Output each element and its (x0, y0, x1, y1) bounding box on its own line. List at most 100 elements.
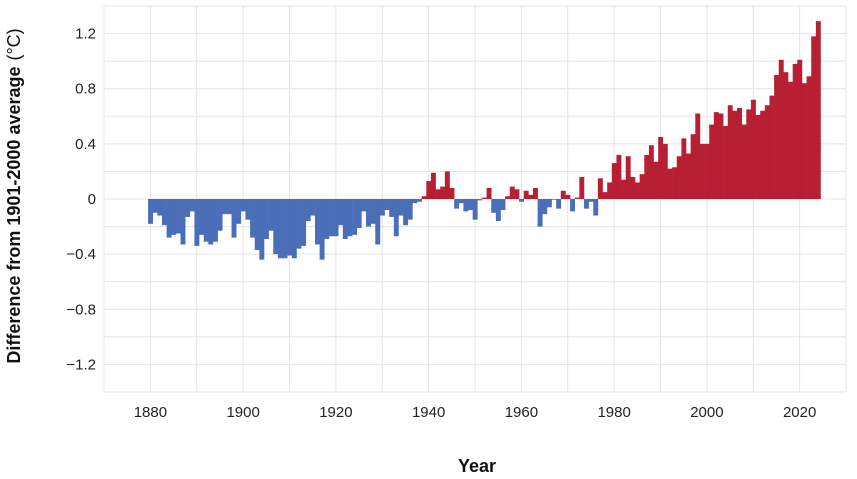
bar-1904 (259, 199, 265, 260)
bar-1999 (699, 143, 705, 199)
bar-1939 (421, 196, 427, 199)
bar-1948 (463, 199, 469, 212)
bar-1990 (658, 136, 664, 199)
bar-1970 (565, 194, 571, 199)
bar-2004 (723, 125, 729, 199)
bar-1981 (616, 154, 622, 199)
bar-2018 (788, 81, 793, 199)
bar-1918 (324, 199, 330, 239)
y-axis-tick-labels: −1.2 −0.8 −0.4 0 0.4 0.8 1.2 (66, 26, 96, 374)
bar-1902 (250, 199, 256, 238)
bar-1898 (231, 199, 237, 238)
bar-1910 (287, 199, 293, 256)
bar-1986 (639, 174, 645, 199)
bar-1912 (296, 199, 302, 249)
bar-1899 (236, 199, 242, 224)
bar-1938 (417, 199, 422, 202)
y-tick-label: −1.2 (66, 356, 96, 373)
bar-1916 (315, 199, 320, 245)
bar-2020 (797, 59, 803, 200)
bar-1953 (486, 187, 492, 199)
bar-1920 (333, 199, 339, 237)
bar-2017 (783, 72, 789, 199)
bar-1993 (672, 167, 678, 199)
bar-1988 (648, 145, 654, 199)
bar-2003 (718, 113, 724, 199)
bar-1919 (328, 199, 334, 237)
y-tick-label: −0.8 (66, 301, 96, 318)
bar-2001 (709, 124, 715, 199)
y-tick-label: −0.4 (66, 246, 96, 263)
bar-1966 (546, 199, 552, 208)
bar-1974 (583, 199, 589, 209)
bar-2015 (774, 74, 780, 199)
bar-2023 (811, 36, 817, 199)
bar-1945 (449, 187, 455, 199)
bar-1914 (305, 199, 311, 222)
y-axis-title-unit: (°C) (4, 28, 24, 60)
bar-2016 (778, 59, 784, 200)
x-tick-label: 2000 (690, 404, 723, 421)
bar-1890 (194, 199, 200, 246)
bar-1959 (514, 189, 520, 199)
bar-1915 (310, 199, 316, 216)
x-tick-label: 1980 (597, 404, 630, 421)
x-tick-label: 2020 (783, 404, 816, 421)
bar-1960 (519, 199, 524, 202)
bar-1924 (352, 199, 358, 235)
bar-1952 (481, 197, 487, 199)
bar-1926 (361, 199, 367, 212)
bar-1893 (208, 199, 214, 245)
bar-1934 (398, 199, 404, 216)
bar-1906 (268, 199, 274, 231)
bar-1963 (532, 187, 538, 199)
bar-1955 (495, 199, 501, 222)
bar-1995 (681, 138, 687, 199)
bar-1896 (222, 199, 228, 215)
y-tick-label: 0.8 (75, 81, 96, 98)
bar-1932 (389, 199, 395, 217)
x-axis-title: Year (458, 456, 496, 476)
bar-1946 (454, 199, 460, 209)
bar-2010 (750, 99, 756, 199)
bar-1969 (560, 190, 566, 199)
bar-1991 (662, 143, 668, 199)
bar-1944 (444, 171, 450, 199)
bar-1923 (347, 199, 353, 237)
y-axis-title: Difference from 1901-2000 average (°C) (4, 28, 24, 363)
x-tick-label: 1960 (505, 404, 538, 421)
bar-1964 (537, 199, 543, 227)
bar-1971 (570, 199, 576, 212)
bar-1989 (653, 161, 659, 199)
bar-1917 (319, 199, 325, 260)
bar-2024 (815, 21, 821, 199)
bar-1954 (491, 199, 497, 213)
y-axis-title-text: Difference from 1901-2000 average (4, 67, 24, 364)
bar-2008 (741, 124, 747, 199)
bar-1984 (630, 176, 636, 199)
bar-1936 (407, 199, 413, 220)
bar-1886 (175, 199, 181, 234)
bar-1884 (166, 199, 172, 238)
bar-1941 (430, 172, 436, 199)
x-tick-label: 1880 (134, 404, 167, 421)
bar-2011 (755, 114, 761, 199)
bar-1911 (291, 199, 297, 259)
bar-2013 (764, 105, 770, 199)
bar-2005 (727, 105, 733, 199)
bar-1909 (282, 199, 288, 259)
bar-1908 (277, 199, 283, 259)
bar-1973 (579, 176, 585, 199)
bar-1921 (338, 199, 344, 226)
x-axis-tick-labels: 1880 1900 1920 1940 1960 1980 2000 2020 (134, 404, 817, 421)
bar-1901 (245, 199, 251, 220)
bar-1935 (403, 199, 409, 226)
bar-1957 (505, 196, 511, 199)
bar-1913 (301, 199, 307, 246)
bar-1929 (375, 199, 381, 245)
bar-series (148, 21, 821, 260)
bar-1956 (500, 199, 506, 211)
bar-1905 (263, 199, 269, 239)
bar-1888 (185, 199, 191, 217)
